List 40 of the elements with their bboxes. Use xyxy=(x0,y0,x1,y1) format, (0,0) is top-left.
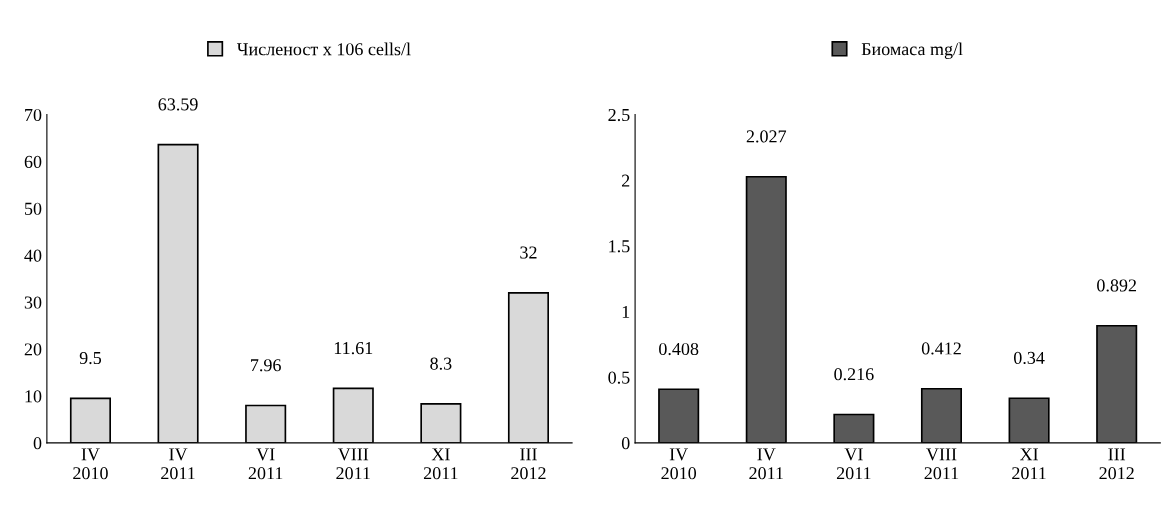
y-tick-label: 0.5 xyxy=(608,371,630,384)
data-label: 9.5 xyxy=(79,351,102,365)
data-label: 0.34 xyxy=(1013,351,1045,365)
legend-label: Численост x 106 cells/l xyxy=(236,42,411,56)
data-label: 0.892 xyxy=(1097,279,1137,292)
y-tick-label: 1 xyxy=(622,305,630,318)
x-tick-label: III 2012 xyxy=(511,448,546,480)
x-tick-label: III 2012 xyxy=(1099,448,1134,480)
x-tick-label: IV 2011 xyxy=(749,448,783,480)
y-tick-label: 2 xyxy=(622,174,630,187)
data-label: 32 xyxy=(520,246,537,259)
y-tick-label: 30 xyxy=(24,296,42,309)
x-tick-label: VI 2011 xyxy=(836,448,871,480)
x-tick-label: XI 2011 xyxy=(423,448,458,480)
y-tick-label: 50 xyxy=(25,202,42,215)
data-label: 0.216 xyxy=(834,368,874,381)
data-label: 2.027 xyxy=(746,130,787,143)
data-label: 11.61 xyxy=(334,342,373,355)
y-tick-label: 0 xyxy=(621,437,630,450)
legend-label: Биомаса mg/l xyxy=(861,42,963,59)
x-tick-label: IV 2010 xyxy=(73,448,108,480)
data-label: 0.408 xyxy=(659,342,699,356)
x-tick-label: XI 2011 xyxy=(1012,448,1046,480)
y-tick-label: 2.5 xyxy=(608,108,630,122)
y-tick-label: 1.5 xyxy=(609,240,630,253)
data-label: 8.3 xyxy=(430,357,452,370)
data-label: 0.412 xyxy=(921,342,961,355)
y-tick-label: 70 xyxy=(25,108,42,122)
x-tick-label: IV 2011 xyxy=(161,448,195,480)
data-label: 7.96 xyxy=(251,359,281,372)
y-tick-label: 40 xyxy=(24,249,42,262)
x-tick-label: VI 2011 xyxy=(248,448,283,480)
y-tick-label: 20 xyxy=(24,343,42,356)
y-tick-label: 0 xyxy=(33,437,42,450)
y-tick-label: 60 xyxy=(24,155,42,168)
x-tick-label: VIII 2011 xyxy=(336,448,370,480)
x-tick-label: IV 2010 xyxy=(661,448,697,480)
x-tick-label: VIII 2011 xyxy=(924,448,959,480)
data-label: 63.59 xyxy=(158,98,198,111)
y-tick-label: 10 xyxy=(25,390,42,403)
